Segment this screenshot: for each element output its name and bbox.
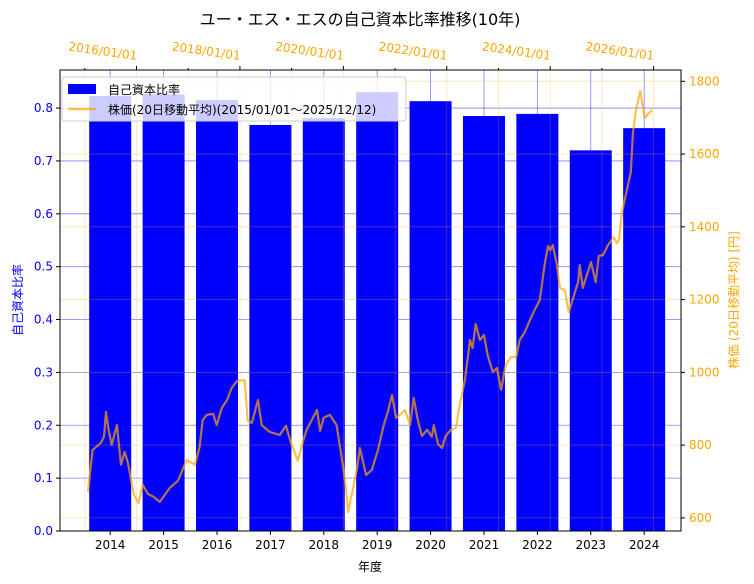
- y-left-tick-label: 0.2: [34, 418, 53, 432]
- legend-swatch-bar: [68, 84, 96, 94]
- y-left-tick-label: 0.0: [34, 524, 53, 538]
- y-axis-label-right: 株価 (20日移動平均) [円]: [726, 231, 741, 369]
- y-axis-label-left: 自己資本比率: [10, 264, 25, 336]
- y-right-tick-label: 1200: [689, 293, 720, 307]
- x-tick-label: 2016: [202, 538, 233, 552]
- top-tick-label: 2018/01/01: [171, 39, 241, 62]
- y-left-tick-label: 0.8: [34, 101, 53, 115]
- y-left-tick-label: 0.5: [34, 260, 53, 274]
- y-right-tick-label: 1600: [689, 147, 720, 161]
- y-left-tick-label: 0.3: [34, 365, 53, 379]
- top-tick-label: 2016/01/01: [68, 39, 138, 62]
- legend-label-bar: 自己資本比率: [108, 82, 180, 97]
- plot-frame: [59, 69, 682, 532]
- y-right-tick-label: 1000: [689, 365, 720, 379]
- x-tick-label: 2020: [415, 538, 446, 552]
- price-line: [86, 90, 653, 514]
- x-tick-label: 2014: [95, 538, 126, 552]
- x-tick-label: 2019: [362, 538, 393, 552]
- x-tick-label: 2017: [255, 538, 286, 552]
- x-tick-label: 2024: [629, 538, 660, 552]
- x-tick-label: 2023: [575, 538, 606, 552]
- legend-box: [61, 76, 407, 122]
- y-left-tick-label: 0.6: [34, 207, 53, 221]
- y-right-tick-label: 1400: [689, 220, 720, 234]
- legend: 自己資本比率 株価(20日移動平均)(2015/01/01～2025/12/12…: [61, 76, 407, 122]
- y-right-tick-label: 800: [689, 438, 712, 452]
- x-tick-label: 2022: [522, 538, 553, 552]
- top-tick-label: 2024/01/01: [481, 39, 551, 62]
- y-left-tick-label: 0.7: [34, 154, 53, 168]
- y-left-tick-label: 0.1: [34, 471, 53, 485]
- x-tick-label: 2015: [148, 538, 179, 552]
- legend-label-line: 株価(20日移動平均)(2015/01/01～2025/12/12): [108, 102, 376, 117]
- top-tick-label: 2020/01/01: [274, 39, 344, 62]
- y-right-tick-label: 1800: [689, 74, 720, 88]
- x-tick-label: 2018: [309, 538, 340, 552]
- chart-title: ユー・エス・エスの自己資本比率推移(10年): [200, 10, 521, 29]
- y-right-tick-label: 600: [689, 511, 712, 525]
- price-line-layer: [86, 90, 653, 514]
- x-tick-label: 2021: [469, 538, 500, 552]
- top-tick-label: 2022/01/01: [378, 39, 448, 62]
- top-tick-label: 2026/01/01: [585, 39, 655, 62]
- axes-layer: 2014 2015 2016 2017 2018 2019 2020 2021 2022 2023…: [34, 39, 720, 552]
- y-left-tick-label: 0.4: [34, 313, 53, 327]
- x-axis-label: 年度: [358, 559, 382, 574]
